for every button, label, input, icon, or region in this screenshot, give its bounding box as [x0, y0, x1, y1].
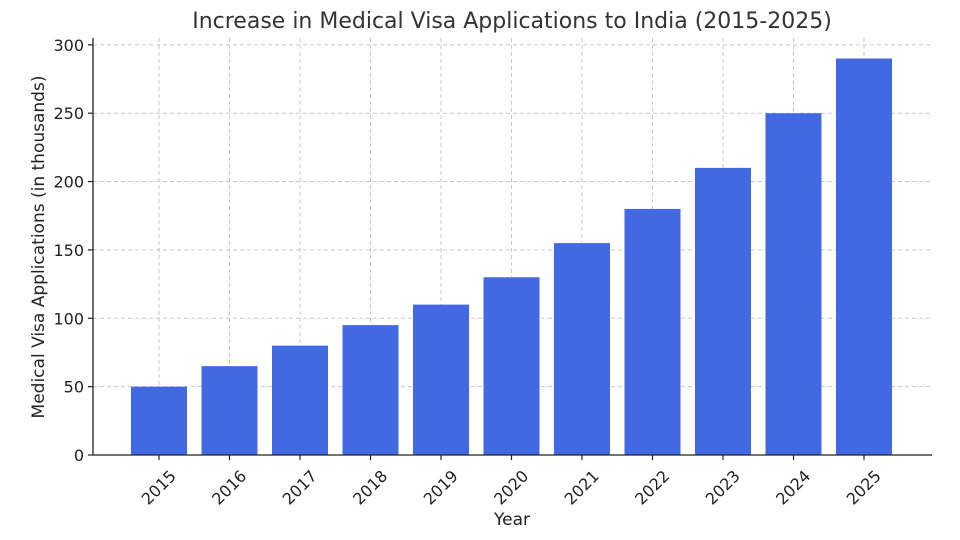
y-tick-label: 50 [64, 378, 84, 397]
bar-2023 [695, 167, 751, 455]
x-tick-label: 2022 [631, 466, 673, 508]
bar-2024 [765, 113, 822, 456]
x-tick-label: 2021 [561, 466, 603, 508]
y-tick-label: 100 [53, 309, 84, 328]
bar-2025 [836, 58, 892, 455]
y-tick-label: 250 [53, 104, 84, 123]
x-tick-label: 2018 [349, 466, 391, 508]
y-tick-label: 300 [53, 36, 84, 55]
x-tick-label: 2023 [702, 466, 744, 508]
bar-2017 [272, 345, 328, 455]
bar-2016 [201, 366, 258, 455]
bar-2022 [624, 208, 681, 455]
x-tick-label: 2019 [420, 466, 462, 508]
bar-2021 [554, 243, 610, 455]
bar-2018 [342, 325, 399, 455]
x-tick-label: 2017 [279, 466, 321, 508]
y-tick-label: 0 [74, 446, 84, 465]
x-tick-label: 2015 [138, 466, 180, 508]
chart-title: Increase in Medical Visa Applications to… [192, 9, 832, 34]
x-axis-label: Year [493, 510, 530, 530]
bar-2019 [413, 304, 469, 455]
y-axis-label: Medical Visa Applications (in thousands) [29, 76, 49, 419]
bar-2020 [483, 277, 540, 455]
x-tick-label: 2020 [490, 466, 532, 508]
x-tick-label: 2025 [843, 466, 885, 508]
bar-layer [131, 58, 892, 456]
y-tick-label: 150 [53, 241, 84, 260]
bar-2015 [131, 386, 187, 455]
x-tick-label: 2016 [208, 466, 250, 508]
y-tick-label: 200 [53, 173, 84, 192]
x-tick-label: 2024 [772, 466, 814, 508]
